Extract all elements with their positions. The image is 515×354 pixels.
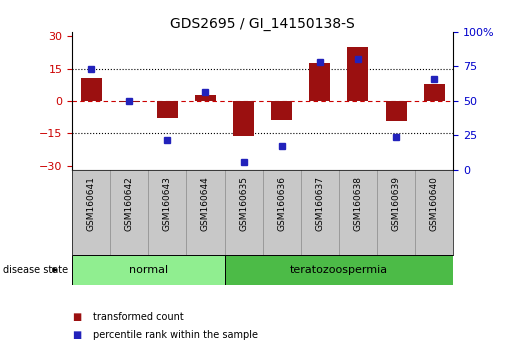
Bar [386, 101, 406, 121]
Text: GSM160642: GSM160642 [125, 176, 134, 230]
Bar [195, 96, 216, 101]
Text: ■: ■ [72, 312, 81, 322]
Text: transformed count: transformed count [93, 312, 183, 322]
Text: GSM160640: GSM160640 [430, 176, 439, 231]
Bar [157, 101, 178, 118]
Title: GDS2695 / GI_14150138-S: GDS2695 / GI_14150138-S [170, 17, 355, 31]
Bar [225, 255, 453, 285]
Text: ■: ■ [72, 330, 81, 339]
Text: teratozoospermia: teratozoospermia [290, 265, 388, 275]
Text: GSM160636: GSM160636 [277, 176, 286, 231]
Text: GSM160644: GSM160644 [201, 176, 210, 230]
Bar [424, 84, 444, 101]
Text: GSM160638: GSM160638 [353, 176, 363, 231]
Bar [81, 78, 101, 101]
Bar [119, 101, 140, 102]
Bar [271, 101, 292, 120]
Bar [310, 63, 330, 101]
Text: GSM160641: GSM160641 [87, 176, 96, 231]
Text: normal: normal [129, 265, 168, 275]
Bar [233, 101, 254, 137]
Text: disease state: disease state [3, 265, 67, 275]
Text: GSM160637: GSM160637 [315, 176, 324, 231]
Text: GSM160639: GSM160639 [391, 176, 401, 231]
Text: GSM160635: GSM160635 [239, 176, 248, 231]
Bar [72, 255, 225, 285]
Bar [348, 47, 368, 101]
Text: percentile rank within the sample: percentile rank within the sample [93, 330, 258, 339]
Text: GSM160643: GSM160643 [163, 176, 172, 231]
